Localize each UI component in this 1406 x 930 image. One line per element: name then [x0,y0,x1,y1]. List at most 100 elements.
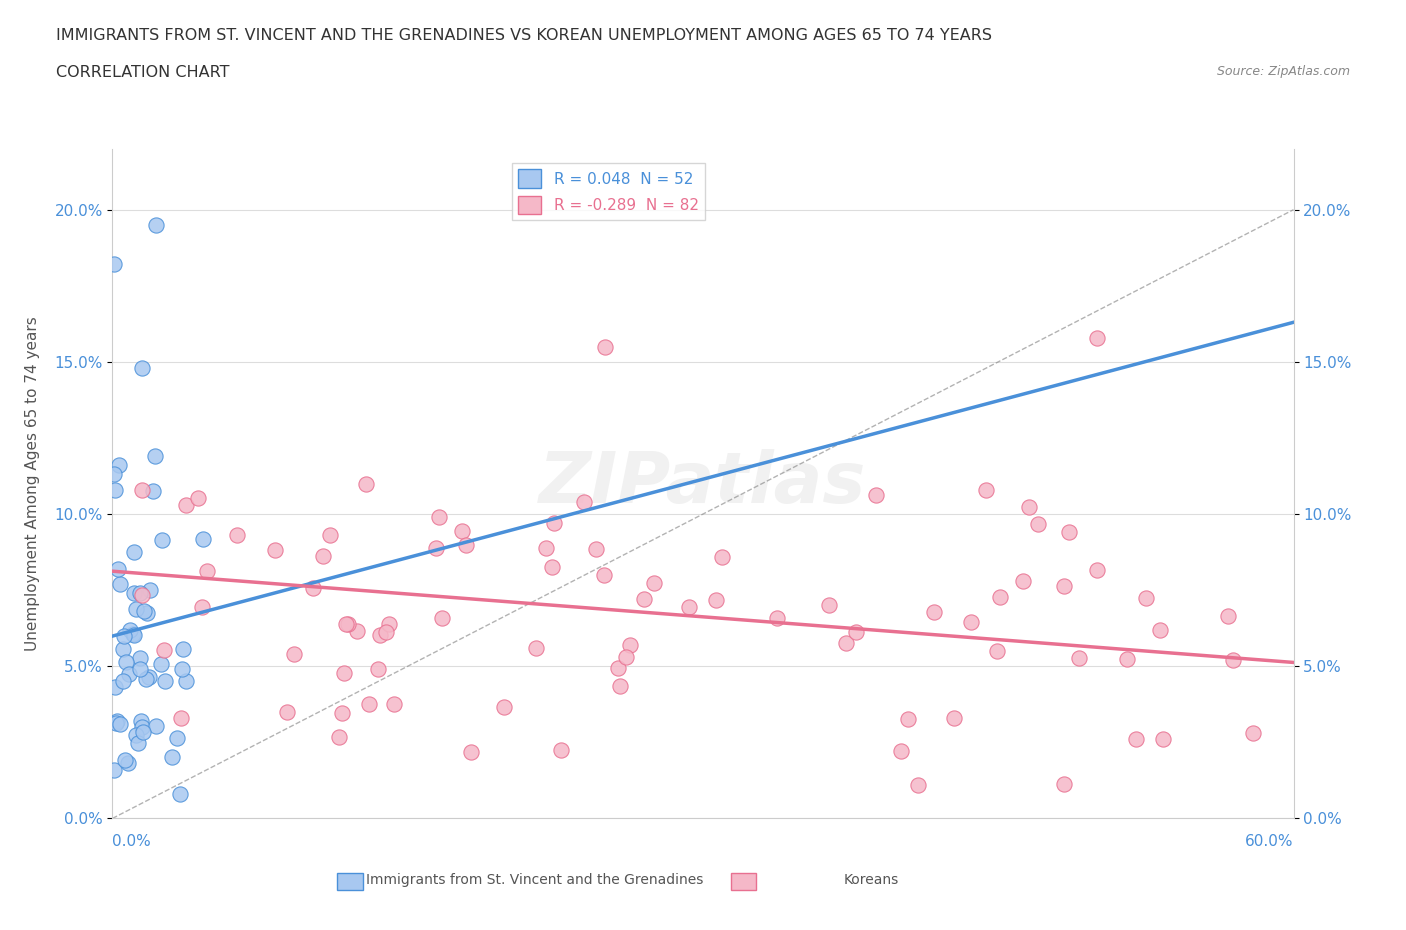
Point [131,361,153,376]
Point [328,730,350,745]
Point [592,567,614,582]
Point [643,575,665,590]
Text: 0.0%: 0.0% [112,834,152,849]
Point [145,718,167,733]
Point [460,745,482,760]
Point [378,617,401,631]
Point [492,699,515,714]
Point [128,586,150,601]
Point [138,670,160,684]
Point [149,656,172,671]
Point [585,541,607,556]
Point [145,218,167,232]
Point [160,750,183,764]
Point [890,744,912,759]
Point [593,339,616,354]
Point [616,650,638,665]
Point [108,577,131,591]
Point [114,752,136,767]
Point [1085,563,1108,578]
Point [1018,499,1040,514]
Point [550,743,572,758]
Point [112,629,135,644]
Point [540,559,562,574]
Point [1125,731,1147,746]
Point [543,516,565,531]
Point [166,731,188,746]
Point [1222,653,1244,668]
Point [135,671,157,686]
Point [1135,591,1157,605]
Point [107,562,129,577]
Point [451,524,474,538]
Point [124,602,146,617]
Point [1116,652,1139,667]
Point [132,724,155,739]
Point [835,636,858,651]
Point [103,763,125,777]
Point [103,257,125,272]
Point [111,642,134,657]
Point [1057,525,1080,539]
Text: Koreans: Koreans [844,872,900,886]
Point [382,697,405,711]
Point [375,624,398,639]
Point [766,610,789,625]
Point [572,494,595,509]
Point [368,627,391,642]
Point [117,756,139,771]
Point [191,532,214,547]
Point [153,673,176,688]
Point [456,538,478,552]
Point [174,673,197,688]
Point [943,711,966,726]
Point [1241,726,1264,741]
Point [283,646,305,661]
Point [333,666,356,681]
Point [108,458,131,472]
Point [122,586,145,601]
Point [139,583,162,598]
Point [1218,608,1240,623]
Point [845,624,868,639]
Point [191,600,214,615]
Point [122,628,145,643]
Point [534,541,557,556]
Point [115,655,138,670]
Point [346,623,368,638]
Point [367,661,389,676]
Point [122,545,145,560]
Point [1085,330,1108,345]
Point [430,610,453,625]
Point [195,564,218,578]
Point [633,591,655,606]
Point [172,642,194,657]
Point [187,491,209,506]
Text: Source: ZipAtlas.com: Source: ZipAtlas.com [1216,65,1350,78]
Point [112,674,135,689]
Point [818,597,841,612]
Point [105,716,128,731]
Point [129,713,152,728]
Point [986,644,1008,658]
Point [276,705,298,720]
Point [135,605,157,620]
Point [1053,578,1076,593]
Point [1069,651,1091,666]
Point [169,787,191,802]
Point [988,590,1011,604]
Point [264,543,287,558]
Point [907,777,929,792]
Point [357,697,380,711]
Text: ZIPatlas: ZIPatlas [540,449,866,518]
Point [865,488,887,503]
Text: Immigrants from St. Vincent and the Grenadines: Immigrants from St. Vincent and the Gren… [366,872,703,886]
Point [172,662,194,677]
Point [606,660,628,675]
Point [103,467,125,482]
Point [1026,517,1049,532]
Point [129,650,152,665]
Point [678,600,700,615]
Point [312,549,335,564]
Y-axis label: Unemployment Among Ages 65 to 74 years: Unemployment Among Ages 65 to 74 years [25,316,41,651]
